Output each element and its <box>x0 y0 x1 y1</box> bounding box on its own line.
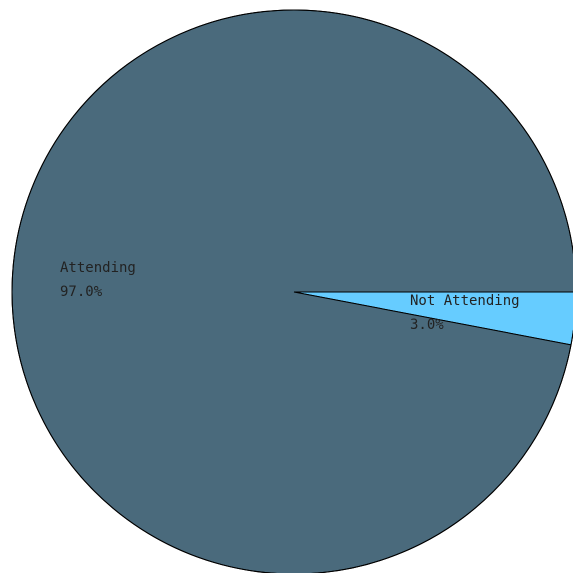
slice-percent-not-attending: 3.0% <box>410 317 444 333</box>
slice-label-attending: Attending <box>60 260 136 276</box>
slice-label-not-attending: Not Attending <box>410 293 520 309</box>
slice-percent-attending: 97.0% <box>60 284 103 300</box>
